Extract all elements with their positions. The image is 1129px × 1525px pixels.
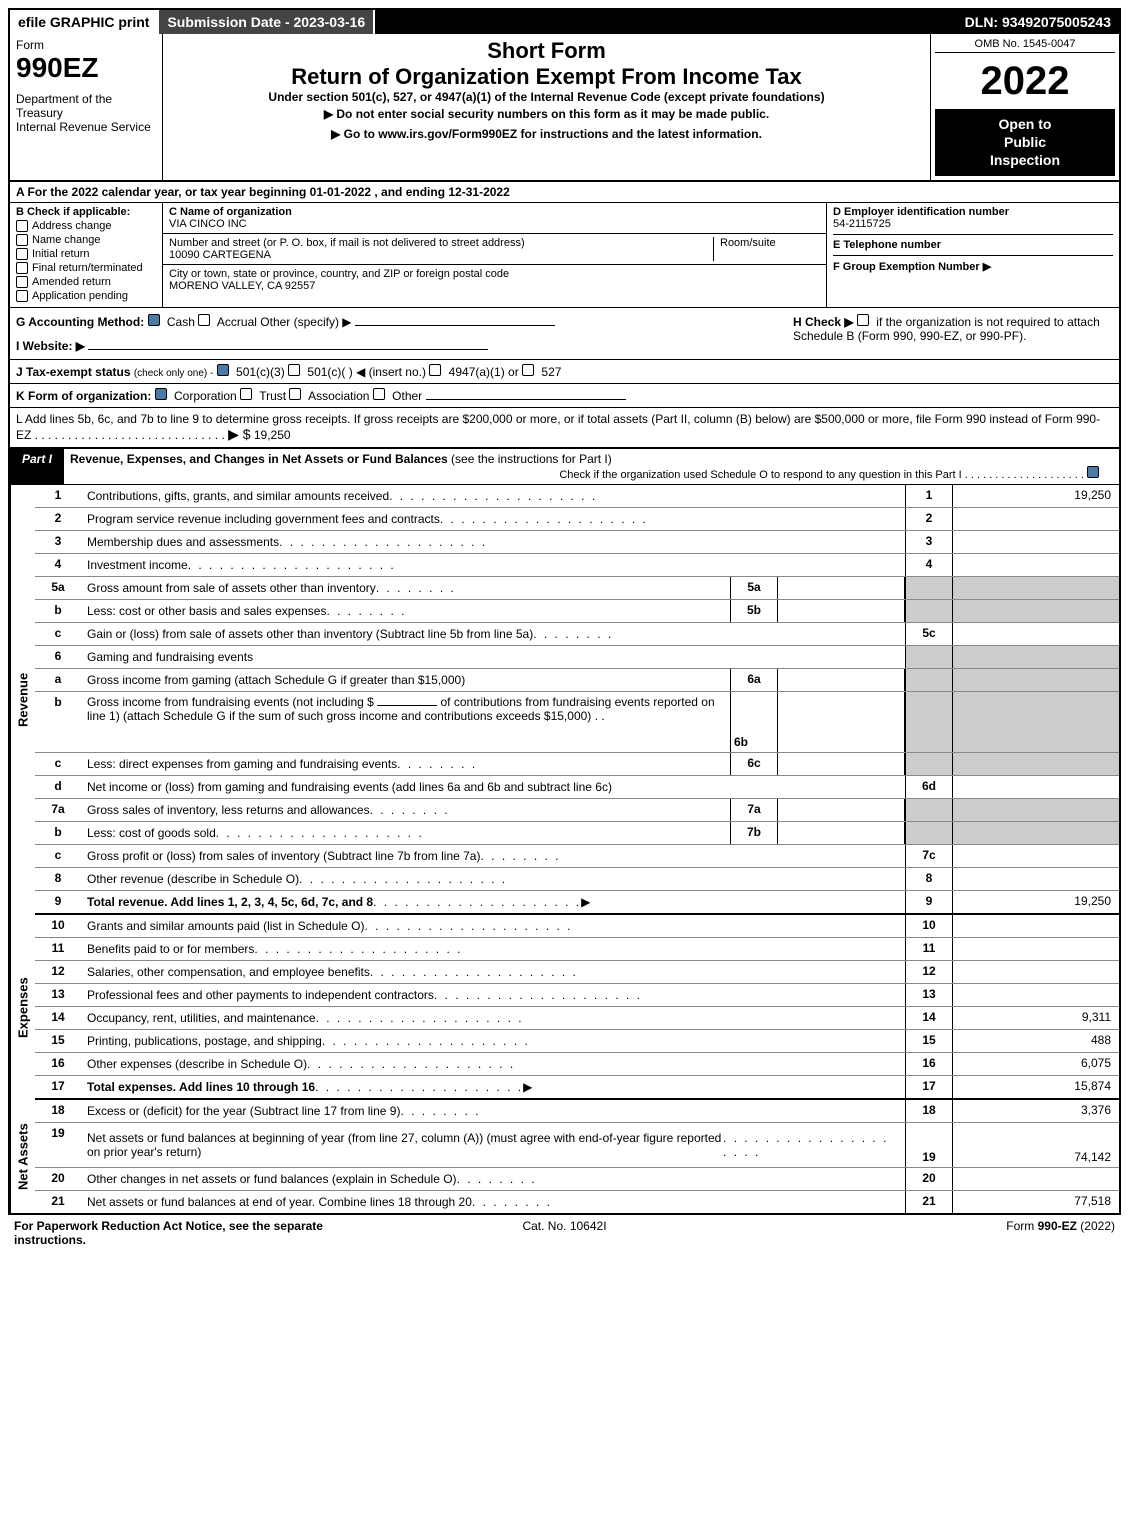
501c-checkbox[interactable] bbox=[288, 364, 300, 376]
section-a: A For the 2022 calendar year, or tax yea… bbox=[10, 182, 1119, 203]
instruction1: ▶ Do not enter social security numbers o… bbox=[167, 104, 926, 124]
application-pending[interactable]: Application pending bbox=[16, 290, 156, 302]
section-d: D Employer identification number 54-2115… bbox=[833, 206, 1113, 235]
section-g: G Accounting Method: Cash Accrual Other … bbox=[16, 314, 793, 353]
street-address: 10090 CARTEGENA bbox=[169, 249, 713, 261]
submission-date: Submission Date - 2023-03-16 bbox=[159, 10, 375, 34]
part1-label: Part I bbox=[10, 449, 64, 484]
netassets-label: Net Assets bbox=[10, 1100, 35, 1213]
revenue-label: Revenue bbox=[10, 485, 35, 915]
amended-return[interactable]: Amended return bbox=[16, 276, 156, 288]
final-return[interactable]: Final return/terminated bbox=[16, 262, 156, 274]
line21-value: 77,518 bbox=[953, 1191, 1119, 1213]
org-name: VIA CINCO INC bbox=[169, 218, 820, 230]
section-b: B Check if applicable: Address change Na… bbox=[10, 203, 163, 307]
open-to-public: Open to Public Inspection bbox=[935, 109, 1115, 176]
expenses-section: Expenses 10Grants and similar amounts pa… bbox=[10, 915, 1119, 1100]
footer-right: Form 990-EZ (2022) bbox=[748, 1219, 1115, 1247]
header-center: Short Form Return of Organization Exempt… bbox=[163, 34, 931, 180]
line1-value: 19,250 bbox=[953, 485, 1119, 507]
trust-checkbox[interactable] bbox=[240, 388, 252, 400]
corporation-checkbox[interactable] bbox=[155, 388, 167, 400]
line16-value: 6,075 bbox=[953, 1053, 1119, 1075]
header: Form 990EZ Department of the Treasury In… bbox=[10, 34, 1119, 182]
527-checkbox[interactable] bbox=[522, 364, 534, 376]
subtitle: Under section 501(c), 527, or 4947(a)(1)… bbox=[167, 90, 926, 104]
association-checkbox[interactable] bbox=[289, 388, 301, 400]
cash-checkbox[interactable] bbox=[148, 314, 160, 326]
tax-year: 2022 bbox=[935, 61, 1115, 101]
omb-number: OMB No. 1545-0047 bbox=[935, 38, 1115, 53]
name-change[interactable]: Name change bbox=[16, 234, 156, 246]
dept-label: Department of the Treasury bbox=[16, 92, 156, 120]
line17-value: 15,874 bbox=[953, 1076, 1119, 1098]
accrual-checkbox[interactable] bbox=[198, 314, 210, 326]
header-left: Form 990EZ Department of the Treasury In… bbox=[10, 34, 163, 180]
initial-return[interactable]: Initial return bbox=[16, 248, 156, 260]
section-k: K Form of organization: Corporation Trus… bbox=[10, 384, 1119, 408]
line18-value: 3,376 bbox=[953, 1100, 1119, 1122]
netassets-section: Net Assets 18Excess or (deficit) for the… bbox=[10, 1100, 1119, 1213]
instruction2: ▶ Go to www.irs.gov/Form990EZ for instru… bbox=[167, 124, 926, 144]
gross-receipts: 19,250 bbox=[254, 428, 291, 442]
section-c: C Name of organization VIA CINCO INC Num… bbox=[163, 203, 827, 307]
footer-left: For Paperwork Reduction Act Notice, see … bbox=[14, 1219, 381, 1247]
footer-mid: Cat. No. 10642I bbox=[381, 1219, 748, 1247]
footer: For Paperwork Reduction Act Notice, see … bbox=[8, 1215, 1121, 1251]
4947-checkbox[interactable] bbox=[429, 364, 441, 376]
schedule-b-checkbox[interactable] bbox=[857, 314, 869, 326]
part1-title: Revenue, Expenses, and Changes in Net As… bbox=[64, 449, 1119, 484]
address-change[interactable]: Address change bbox=[16, 220, 156, 232]
line14-value: 9,311 bbox=[953, 1007, 1119, 1029]
main-title: Return of Organization Exempt From Incom… bbox=[167, 64, 926, 90]
section-j: J Tax-exempt status (check only one) - 5… bbox=[10, 360, 1119, 384]
irs-label: Internal Revenue Service bbox=[16, 120, 156, 134]
section-h: H Check ▶ if the organization is not req… bbox=[793, 314, 1113, 353]
ein: 54-2115725 bbox=[833, 218, 1113, 230]
form-number: 990EZ bbox=[16, 52, 156, 84]
part1-header: Part I Revenue, Expenses, and Changes in… bbox=[10, 449, 1119, 485]
header-right: OMB No. 1545-0047 2022 Open to Public In… bbox=[931, 34, 1119, 180]
street-block: Number and street (or P. O. box, if mail… bbox=[163, 234, 826, 265]
schedule-o-checkbox[interactable] bbox=[1087, 466, 1099, 478]
org-name-block: C Name of organization VIA CINCO INC bbox=[163, 203, 826, 234]
section-def: D Employer identification number 54-2115… bbox=[827, 203, 1119, 307]
other-checkbox[interactable] bbox=[373, 388, 385, 400]
line15-value: 488 bbox=[953, 1030, 1119, 1052]
form-990ez: efile GRAPHIC print Submission Date - 20… bbox=[8, 8, 1121, 1215]
section-i-label: I Website: ▶ bbox=[16, 339, 85, 353]
city-block: City or town, state or province, country… bbox=[163, 265, 826, 295]
section-f: F Group Exemption Number ▶ bbox=[833, 260, 1113, 273]
line9-value: 19,250 bbox=[953, 891, 1119, 913]
check-label: B Check if applicable: bbox=[16, 206, 156, 218]
info-row: B Check if applicable: Address change Na… bbox=[10, 203, 1119, 308]
section-gh: G Accounting Method: Cash Accrual Other … bbox=[10, 308, 1119, 360]
section-l: L Add lines 5b, 6c, and 7b to line 9 to … bbox=[10, 408, 1119, 449]
form-label: Form bbox=[16, 38, 156, 52]
efile-label: efile GRAPHIC print bbox=[10, 10, 159, 34]
section-e: E Telephone number bbox=[833, 239, 1113, 256]
top-bar: efile GRAPHIC print Submission Date - 20… bbox=[10, 10, 1119, 34]
dln: DLN: 93492075005243 bbox=[957, 10, 1119, 34]
line19-value: 74,142 bbox=[953, 1123, 1119, 1167]
short-form-title: Short Form bbox=[167, 38, 926, 64]
expenses-label: Expenses bbox=[10, 915, 35, 1100]
501c3-checkbox[interactable] bbox=[217, 364, 229, 376]
room-suite: Room/suite bbox=[713, 237, 820, 261]
revenue-section: Revenue 1Contributions, gifts, grants, a… bbox=[10, 485, 1119, 915]
city-state-zip: MORENO VALLEY, CA 92557 bbox=[169, 280, 820, 292]
